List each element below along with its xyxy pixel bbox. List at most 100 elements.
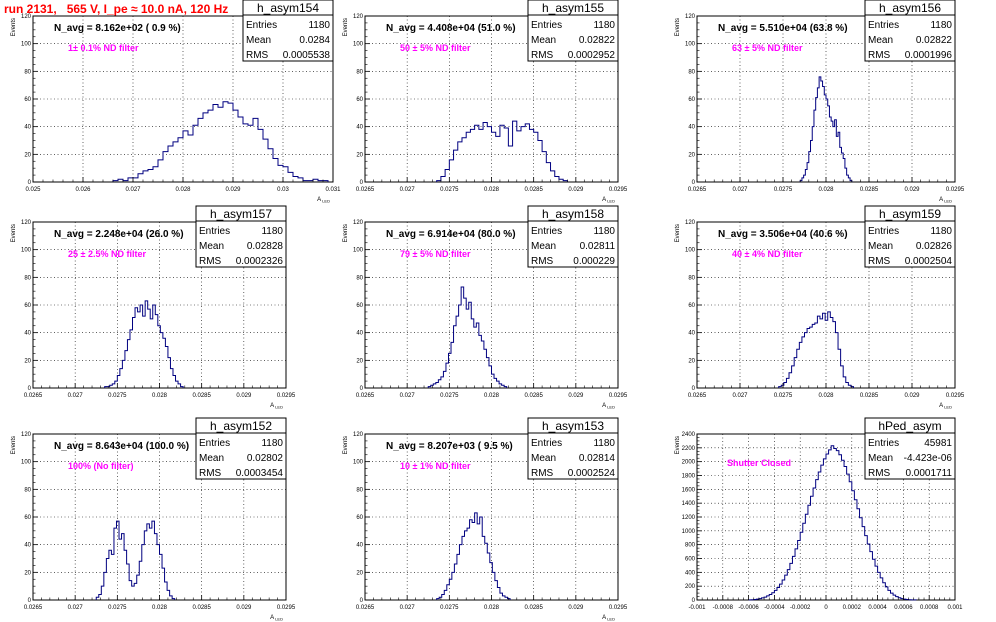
- y-tick-label: 40: [24, 543, 31, 549]
- x-tick-label: 0.029: [904, 187, 920, 193]
- n-avg-label: N_avg = 2.248e+04 (26.0 %): [54, 229, 184, 240]
- x-tick-label: 0.0265: [24, 605, 43, 611]
- y-tick-label: 20: [688, 358, 695, 364]
- stats-value-rms: 0.0002952: [568, 50, 616, 61]
- x-tick-label: 0.0275: [440, 605, 459, 611]
- y-tick-label: 60: [24, 97, 31, 103]
- x-tick-label: 0.0295: [946, 393, 965, 399]
- n-avg-label: N_avg = 3.506e+04 (40.6 %): [718, 229, 848, 240]
- filter-label: 79 ± 5% ND filter: [400, 249, 471, 259]
- x-tick-label: 0.029: [568, 605, 584, 611]
- n-avg-label: N_avg = 8.162e+02 ( 0.9 %): [54, 23, 181, 34]
- y-tick-label: 100: [21, 460, 32, 466]
- filter-label: 40 ± 4% ND filter: [732, 249, 803, 259]
- stats-value-rms: 0.0002504: [905, 256, 953, 267]
- y-tick-label: 60: [356, 515, 363, 521]
- y-tick-label: 120: [21, 14, 32, 20]
- y-tick-label: 60: [688, 303, 695, 309]
- stats-key-rms: RMS: [531, 256, 554, 267]
- x-tick-label: 0.0295: [277, 393, 296, 399]
- histogram-pad-h_asym158: 0.0265 0.027 0.0275 0.028 0.0285 0.029 0.0295 0…: [343, 205, 628, 410]
- y-tick-label: 40: [688, 125, 695, 131]
- y-tick-label: 80: [356, 69, 363, 75]
- stats-box: [527, 417, 619, 480]
- y-tick-label: 40: [688, 331, 695, 337]
- y-tick-label: 20: [24, 358, 31, 364]
- histogram-series-line: [427, 286, 508, 388]
- x-tick-label: 0.029: [568, 187, 584, 193]
- stats-key-mean: Mean: [531, 241, 556, 252]
- stats-box: [527, 0, 619, 62]
- x-tick-label: -0.0008: [713, 605, 734, 611]
- x-axis-label: A LED: [939, 403, 952, 410]
- stats-key-entries: Entries: [868, 226, 899, 237]
- histogram-series-line: [799, 76, 853, 182]
- x-tick-label: 0.027: [68, 393, 84, 399]
- y-axis-label: Events: [343, 224, 349, 242]
- y-tick-label: 80: [688, 275, 695, 281]
- x-axis-label: A LED: [602, 197, 615, 204]
- x-tick-label: 0.0285: [860, 187, 879, 193]
- stats-box: [527, 205, 619, 268]
- y-tick-label: 20: [24, 152, 31, 158]
- x-tick-label: 0.03: [277, 187, 289, 193]
- x-tick-label: 0.0265: [356, 393, 375, 399]
- stats-box: [864, 205, 956, 268]
- y-tick-label: 0: [692, 598, 696, 604]
- y-axis-label: Events: [675, 18, 681, 36]
- y-tick-label: 120: [353, 220, 364, 226]
- stats-value-entries: 1180: [308, 20, 330, 31]
- y-axis-label: Events: [343, 18, 349, 36]
- x-tick-label: 0: [824, 605, 828, 611]
- y-tick-label: 20: [356, 570, 363, 576]
- stats-key-mean: Mean: [246, 35, 271, 46]
- stats-key-entries: Entries: [868, 20, 899, 31]
- y-tick-label: 2200: [682, 446, 696, 452]
- x-tick-label: 0.028: [484, 187, 500, 193]
- stats-box: [195, 205, 287, 268]
- y-axis-label: Events: [11, 224, 17, 242]
- y-tick-label: 60: [24, 303, 31, 309]
- x-tick-label: 0.028: [175, 187, 191, 193]
- histogram-pad-h_asym156: 0.0265 0.027 0.0275 0.028 0.0285 0.029 0.0295 0…: [675, 0, 965, 204]
- y-tick-label: 100: [21, 42, 32, 48]
- stats-key-entries: Entries: [246, 20, 277, 31]
- x-tick-label: 0.025: [25, 187, 41, 193]
- x-tick-label: 0.0006: [894, 605, 913, 611]
- y-tick-label: 60: [356, 303, 363, 309]
- x-axis-label: A LED: [270, 615, 283, 622]
- y-tick-label: 0: [28, 180, 32, 186]
- y-tick-label: 20: [688, 152, 695, 158]
- stats-value-entries: 1180: [930, 20, 952, 31]
- stats-value-rms: 0.0002524: [568, 468, 616, 479]
- histogram-series-line: [748, 445, 917, 601]
- stats-value-rms: 0.000229: [573, 256, 615, 267]
- stats-key-entries: Entries: [531, 20, 562, 31]
- histogram-pad-h_asym153: 0.0265 0.027 0.0275 0.028 0.0285 0.029 0.0295 0…: [343, 417, 628, 622]
- y-tick-label: 100: [21, 248, 32, 254]
- y-tick-label: 1200: [682, 515, 696, 521]
- stats-value-rms: 0.0005538: [283, 50, 331, 61]
- x-tick-label: 0.0295: [946, 187, 965, 193]
- x-tick-label: 0.0265: [356, 187, 375, 193]
- stats-box: [864, 417, 956, 480]
- stats-key-mean: Mean: [531, 35, 556, 46]
- y-axis-label: Events: [11, 18, 17, 36]
- histogram-pad-h_asym154: 0.025 0.026 0.027 0.028 0.029 0.03 0.031 0 20 40 6…: [11, 0, 341, 204]
- x-tick-label: 0.0265: [688, 393, 707, 399]
- x-tick-label: 0.0285: [524, 393, 543, 399]
- stats-key-mean: Mean: [868, 453, 893, 464]
- stats-title: h_asym152: [210, 419, 272, 433]
- stats-box: [242, 0, 334, 62]
- n-avg-label: N_avg = 6.914e+04 (80.0 %): [386, 229, 516, 240]
- x-tick-label: 0.028: [484, 605, 500, 611]
- stats-value-entries: 1180: [593, 226, 615, 237]
- filter-label: 25 ± 2.5% ND filter: [68, 249, 146, 259]
- y-axis-label: Events: [11, 436, 17, 454]
- y-tick-label: 100: [353, 42, 364, 48]
- histogram-pad-h_asym159: 0.0265 0.027 0.0275 0.028 0.0285 0.029 0.0295 0…: [675, 205, 965, 410]
- stats-key-entries: Entries: [199, 438, 230, 449]
- y-tick-label: 100: [353, 460, 364, 466]
- stats-key-mean: Mean: [199, 453, 224, 464]
